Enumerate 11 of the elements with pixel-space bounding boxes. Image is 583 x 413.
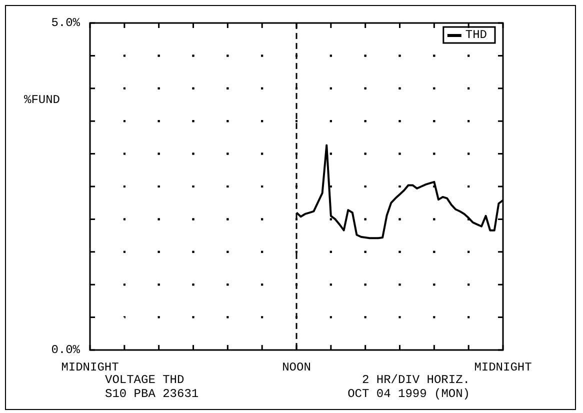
x-tick-label: NOON bbox=[282, 360, 311, 374]
text: 2 HR/DIV HORIZ. bbox=[362, 373, 470, 388]
y-tick-label: 5.0% bbox=[51, 16, 81, 30]
x-tick-label: MIDNIGHT bbox=[61, 360, 119, 374]
y-axis-title: %FUND bbox=[24, 93, 60, 108]
text: S10 PBA 23631 bbox=[105, 387, 199, 402]
x-tick-label: MIDNIGHT bbox=[474, 360, 532, 374]
text: VOLTAGE THD bbox=[105, 373, 184, 388]
y-tick-label: 0.0% bbox=[51, 343, 81, 358]
text: OCT 04 1999 (MON) bbox=[348, 387, 470, 402]
legend-label: THD bbox=[465, 28, 488, 42]
